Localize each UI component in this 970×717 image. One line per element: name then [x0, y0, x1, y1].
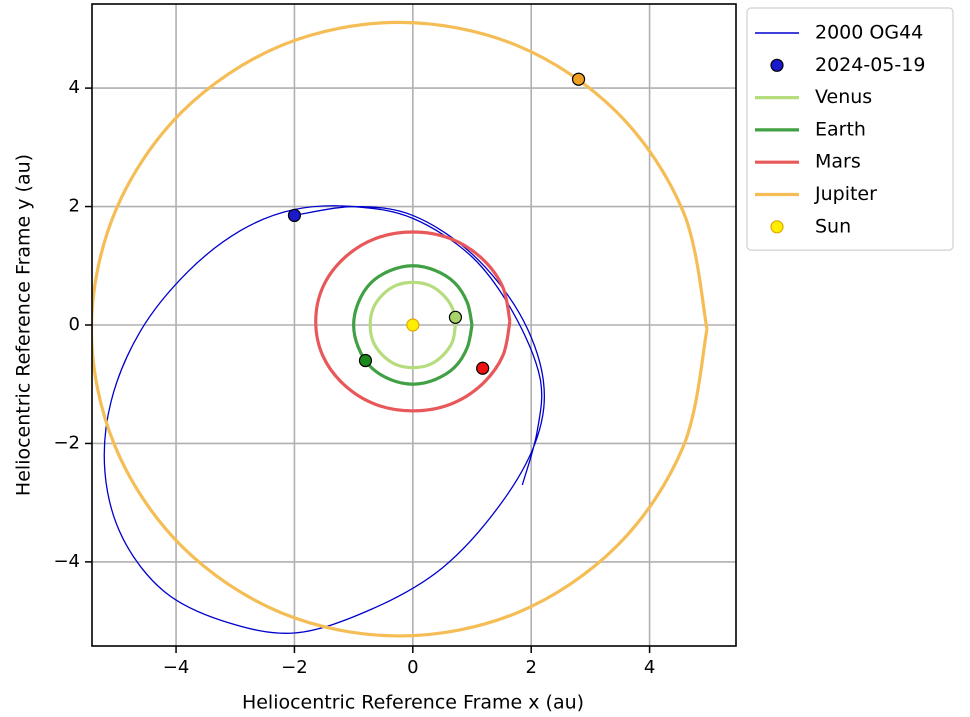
legend-label: Venus — [815, 86, 872, 108]
legend-label: 2000 OG44 — [815, 22, 923, 44]
orbit-line — [103, 205, 545, 634]
orbit-line — [352, 264, 474, 386]
legend-box — [746, 7, 954, 251]
legend-label: Mars — [815, 151, 861, 173]
y-tick-label: 4 — [69, 77, 80, 98]
x-tick-label: 0 — [407, 657, 418, 678]
y-axis-label: Heliocentric Reference Frame y (au) — [13, 154, 35, 496]
x-tick-label: 2 — [525, 657, 536, 678]
plot-area — [92, 20, 709, 638]
x-axis-label: Heliocentric Reference Frame x (au) — [242, 692, 584, 714]
legend-swatch — [770, 220, 784, 234]
axes-frame — [91, 3, 737, 647]
orbit-line — [314, 230, 512, 413]
position-marker — [287, 208, 302, 223]
legend-swatch — [770, 58, 784, 72]
legend-label: Earth — [815, 118, 866, 140]
position-marker — [406, 318, 420, 332]
x-tick-label: −2 — [281, 657, 308, 678]
planet-marker — [358, 353, 373, 368]
planet-marker — [448, 310, 463, 324]
legend-label: Jupiter — [814, 183, 877, 205]
planet-marker — [476, 361, 490, 375]
x-tick-label: −4 — [163, 657, 190, 678]
orbit-line — [368, 280, 458, 370]
legend-label: 2024-05-19 — [815, 54, 925, 76]
y-tick-label: 0 — [69, 314, 80, 335]
y-tick-label: −2 — [53, 432, 80, 453]
planet-marker — [571, 72, 586, 86]
y-tick-label: −4 — [53, 551, 80, 572]
orbit-line — [92, 20, 709, 638]
y-tick-label: 2 — [69, 196, 80, 217]
x-tick-label: 4 — [644, 657, 655, 678]
legend-label: Sun — [815, 215, 851, 237]
